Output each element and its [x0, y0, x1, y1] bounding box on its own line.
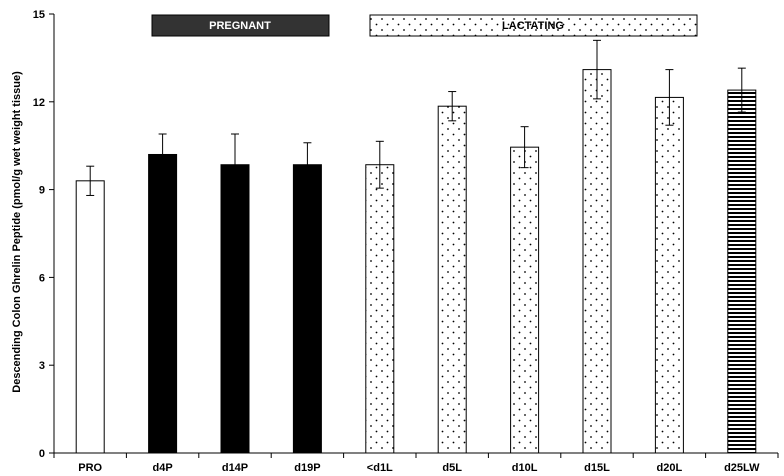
y-tick-label: 15	[33, 9, 45, 21]
x-tick-label: <d1L	[367, 462, 393, 474]
x-tick-label: d25LW	[724, 462, 760, 474]
y-axis-title: Descending Colon Ghrelin Peptide (pmol/g…	[11, 71, 23, 393]
bar	[220, 164, 250, 454]
bar	[437, 105, 467, 454]
bar	[292, 164, 322, 454]
y-tick-label: 3	[39, 360, 45, 372]
annotation-pregnant-box	[151, 14, 330, 37]
bar	[75, 180, 105, 454]
bar	[510, 146, 540, 454]
x-tick-label: PRO	[78, 462, 102, 474]
bar	[148, 153, 178, 454]
bar	[582, 69, 612, 454]
bar	[727, 89, 757, 454]
x-tick-label: d10L	[512, 462, 538, 474]
bar	[654, 96, 684, 454]
plot-area: 0 3 6 9 12 15 PRO d4P d14P d19P <d1L d5L d10L d15L d20…	[33, 9, 779, 474]
annotation-pregnant-label: PREGNANT	[209, 20, 271, 32]
x-tick-label: d20L	[657, 462, 683, 474]
x-tick-label: d4P	[153, 462, 173, 474]
x-tick-label: d5L	[442, 462, 462, 474]
y-tick-label: 12	[33, 97, 45, 109]
x-tick-label: d14P	[222, 462, 248, 474]
x-tick-label: d19P	[294, 462, 320, 474]
y-tick-label: 0	[39, 448, 45, 460]
y-tick-label: 9	[39, 185, 45, 197]
annotation-lactating-label: LACTATING	[502, 20, 564, 32]
y-tick-label: 6	[39, 272, 45, 284]
bar	[365, 164, 395, 454]
annotation-lactating-box	[369, 14, 698, 37]
annotation-lactating: LACTATING	[369, 14, 698, 37]
annotation-pregnant: PREGNANT	[151, 14, 330, 37]
x-tick-label: d15L	[584, 462, 610, 474]
